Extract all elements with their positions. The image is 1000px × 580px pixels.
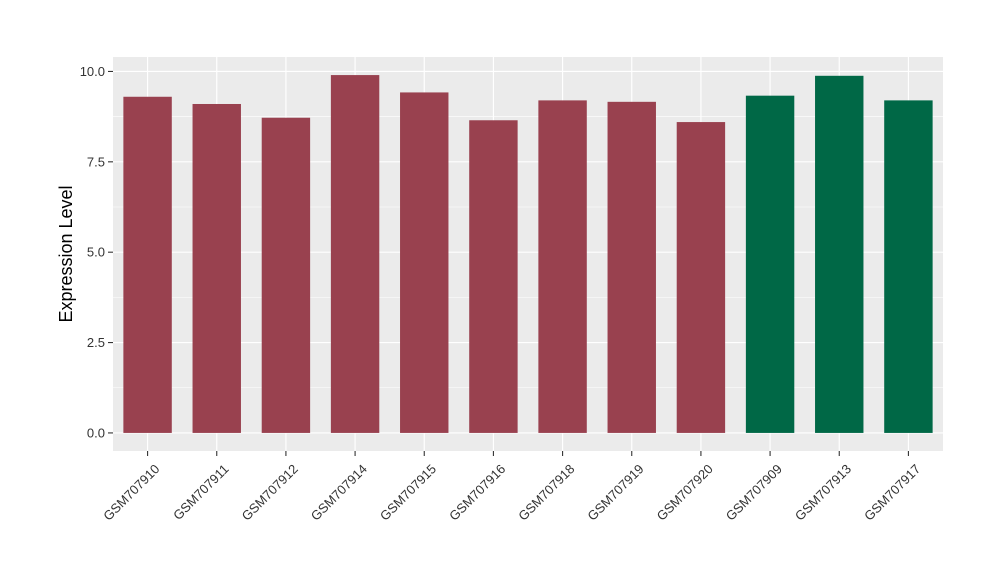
bar-GSM707916 — [469, 120, 518, 433]
x-tick-label: GSM707919 — [584, 461, 646, 523]
y-tick-label: 2.5 — [87, 335, 105, 350]
x-tick-label: GSM707911 — [170, 461, 232, 523]
bar-GSM707913 — [815, 75, 864, 433]
bar-GSM707914 — [330, 75, 380, 433]
x-tick-label: GSM707912 — [239, 461, 301, 523]
y-tick-label: 10.0 — [80, 64, 105, 79]
bars — [123, 75, 933, 433]
bar-GSM707919 — [607, 101, 656, 433]
y-tick-label: 5.0 — [87, 245, 105, 260]
bar-GSM707911 — [192, 103, 241, 433]
bar-GSM707917 — [884, 100, 933, 433]
x-tick-label: GSM707909 — [723, 461, 785, 523]
x-tick-label: GSM707918 — [515, 461, 577, 523]
y-axis-title: Expression Level — [56, 185, 76, 322]
bar-GSM707915 — [400, 92, 449, 433]
x-tick-label: GSM707917 — [861, 461, 923, 523]
y-tick-label: 7.5 — [87, 154, 105, 169]
x-tick-label: GSM707916 — [446, 461, 508, 523]
x-tick-label: GSM707915 — [377, 461, 439, 523]
y-tick-label: 0.0 — [87, 425, 105, 440]
x-tick-label: GSM707920 — [654, 461, 716, 523]
bar-GSM707910 — [123, 96, 172, 433]
x-axis: GSM707910 GSM707911 GSM707912 GSM707914 GSM7… — [100, 451, 923, 524]
x-tick-label: GSM707910 — [100, 461, 162, 523]
plot-panel — [113, 57, 943, 451]
x-tick-label: GSM707914 — [308, 461, 370, 523]
x-tick-label: GSM707913 — [792, 461, 854, 523]
y-axis: 0.0 2.5 5.0 7.5 10.0 — [80, 64, 113, 440]
bar-GSM707920 — [676, 122, 726, 433]
bar-GSM707912 — [261, 117, 311, 433]
bar-GSM707918 — [538, 100, 587, 433]
bar-GSM707909 — [745, 95, 795, 433]
